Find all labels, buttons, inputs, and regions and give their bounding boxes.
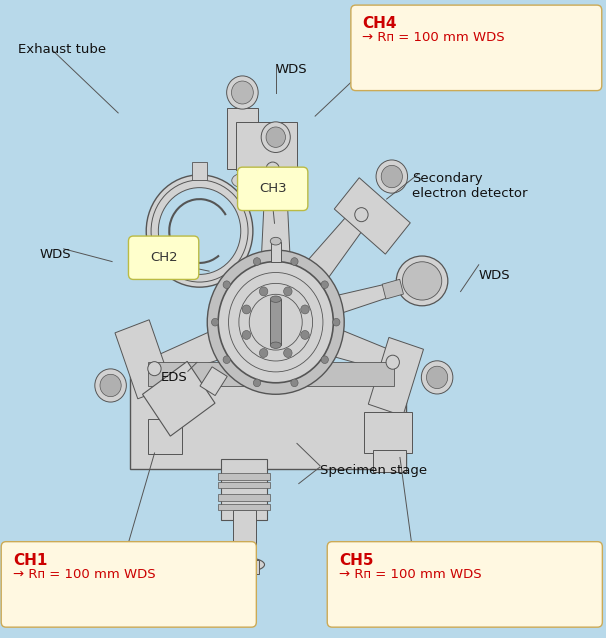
Circle shape xyxy=(211,318,219,326)
Ellipse shape xyxy=(261,122,290,152)
Bar xyxy=(271,242,281,262)
Circle shape xyxy=(284,287,292,296)
Circle shape xyxy=(301,330,309,339)
Ellipse shape xyxy=(270,237,281,245)
Text: → Rᴨ = 100 mm WDS: → Rᴨ = 100 mm WDS xyxy=(362,31,505,43)
Ellipse shape xyxy=(100,375,121,397)
Polygon shape xyxy=(227,108,258,169)
Bar xyxy=(373,450,406,472)
Bar xyxy=(230,560,259,574)
Circle shape xyxy=(242,330,251,339)
Ellipse shape xyxy=(227,76,258,109)
Polygon shape xyxy=(144,329,227,382)
Ellipse shape xyxy=(95,369,126,402)
Circle shape xyxy=(146,175,253,287)
Ellipse shape xyxy=(355,207,368,221)
Bar xyxy=(191,162,207,180)
FancyBboxPatch shape xyxy=(351,5,602,91)
Ellipse shape xyxy=(427,366,448,389)
Text: → Rᴨ = 100 mm WDS: → Rᴨ = 100 mm WDS xyxy=(339,568,482,581)
Text: Specimen stage: Specimen stage xyxy=(320,464,427,477)
Text: EDS: EDS xyxy=(161,371,187,384)
Ellipse shape xyxy=(376,160,408,193)
Ellipse shape xyxy=(381,165,402,188)
Text: → Rᴨ = 100 mm WDS: → Rᴨ = 100 mm WDS xyxy=(13,568,156,581)
Circle shape xyxy=(253,379,261,387)
Bar xyxy=(270,299,281,345)
Text: WDS: WDS xyxy=(276,63,307,75)
Ellipse shape xyxy=(386,355,399,369)
Ellipse shape xyxy=(225,558,264,572)
Bar xyxy=(218,482,270,488)
Circle shape xyxy=(218,262,333,383)
FancyBboxPatch shape xyxy=(327,542,602,627)
Polygon shape xyxy=(115,320,172,399)
Circle shape xyxy=(259,348,268,357)
Ellipse shape xyxy=(266,162,279,176)
Circle shape xyxy=(291,258,298,265)
Polygon shape xyxy=(261,172,290,262)
Ellipse shape xyxy=(396,256,448,306)
Circle shape xyxy=(259,287,268,296)
Polygon shape xyxy=(326,327,402,374)
Circle shape xyxy=(253,258,261,265)
Text: CH4: CH4 xyxy=(362,16,397,31)
Circle shape xyxy=(242,305,251,314)
Text: Secondary
electron detector: Secondary electron detector xyxy=(412,172,528,200)
FancyBboxPatch shape xyxy=(1,542,256,627)
Bar xyxy=(233,510,256,561)
Circle shape xyxy=(158,188,241,274)
Text: WDS: WDS xyxy=(479,269,510,282)
Ellipse shape xyxy=(270,296,281,302)
Circle shape xyxy=(321,356,328,364)
Bar xyxy=(218,494,270,501)
Bar xyxy=(221,459,267,520)
Polygon shape xyxy=(199,228,248,285)
Polygon shape xyxy=(200,367,227,396)
Circle shape xyxy=(284,348,292,357)
Bar xyxy=(148,362,394,386)
Ellipse shape xyxy=(148,362,161,376)
Circle shape xyxy=(301,305,309,314)
Ellipse shape xyxy=(266,127,285,147)
Text: CH3: CH3 xyxy=(259,182,287,195)
FancyBboxPatch shape xyxy=(238,167,308,211)
Ellipse shape xyxy=(270,342,281,348)
Bar xyxy=(236,122,297,170)
Circle shape xyxy=(223,356,230,364)
Text: CH5: CH5 xyxy=(339,553,374,568)
Bar xyxy=(130,364,406,469)
Circle shape xyxy=(207,250,344,394)
Bar xyxy=(364,412,412,453)
Circle shape xyxy=(223,281,230,288)
Polygon shape xyxy=(335,178,410,254)
Text: CH2: CH2 xyxy=(150,251,178,263)
Polygon shape xyxy=(142,361,215,436)
Text: WDS: WDS xyxy=(39,248,71,260)
Ellipse shape xyxy=(402,262,442,300)
Ellipse shape xyxy=(231,81,253,104)
Ellipse shape xyxy=(421,361,453,394)
Text: CH1: CH1 xyxy=(13,553,48,568)
Bar xyxy=(148,419,182,454)
Polygon shape xyxy=(329,283,391,316)
FancyBboxPatch shape xyxy=(128,236,199,279)
Polygon shape xyxy=(368,338,424,416)
Bar xyxy=(218,504,270,510)
Polygon shape xyxy=(302,204,373,285)
Circle shape xyxy=(321,281,328,288)
Bar xyxy=(218,473,270,480)
Ellipse shape xyxy=(231,174,253,188)
Polygon shape xyxy=(382,279,404,299)
Circle shape xyxy=(333,318,340,326)
Circle shape xyxy=(291,379,298,387)
Text: Exhaust tube: Exhaust tube xyxy=(18,43,106,56)
